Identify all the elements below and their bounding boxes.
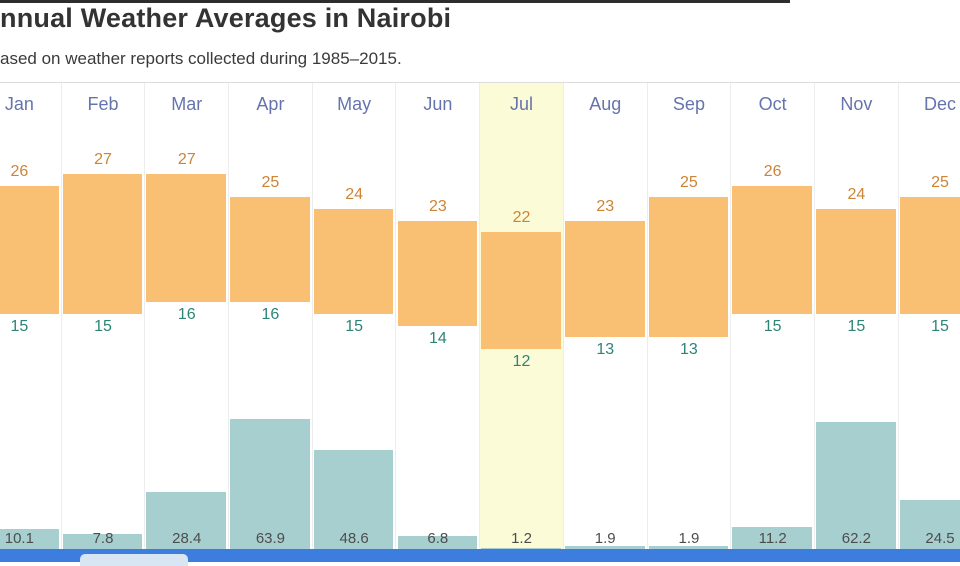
low-temp-label: 15 [345, 318, 364, 335]
precipitation-label: 1.9 [594, 530, 616, 547]
temperature-range-bar [899, 197, 960, 314]
high-temp-label: 22 [512, 209, 531, 226]
month-label: Sep [672, 94, 705, 114]
month-label: Dec [924, 94, 957, 114]
precipitation-label: 63.9 [255, 530, 286, 547]
high-temp-label: 23 [596, 198, 615, 215]
temperature-range-bar [313, 209, 394, 314]
low-temp-label: 16 [177, 306, 196, 323]
temperature-range-bar [732, 186, 812, 314]
month-label: Jan [4, 94, 34, 114]
page-title: nnual Weather Averages in Nairobi [0, 3, 452, 33]
month-label: Feb [87, 94, 119, 114]
precipitation-bar [62, 534, 143, 550]
month-column-oct[interactable]: Oct 26 15 11.2 [731, 83, 815, 550]
month-column-mar[interactable]: Mar 27 16 28.4 [145, 83, 230, 550]
month-column-jun[interactable]: Jun 23 14 6.8 [397, 83, 481, 550]
page-subtitle: ased on weather reports collected during… [0, 49, 402, 68]
high-temp-label: 24 [847, 186, 866, 203]
temperature-range-bar [0, 186, 59, 314]
precipitation-label: 7.8 [92, 530, 114, 547]
month-label: Jun [423, 94, 453, 114]
high-temp-label: 26 [10, 163, 29, 180]
precipitation-label: 1.2 [511, 530, 532, 547]
month-label: Nov [840, 94, 873, 114]
high-temp-label: 25 [261, 174, 280, 191]
high-temp-label: 25 [680, 174, 698, 191]
precipitation-label: 10.1 [4, 530, 34, 547]
precipitation-label: 1.9 [678, 530, 700, 547]
month-label: May [337, 94, 372, 114]
precipitation-bar [397, 536, 478, 550]
low-temp-label: 15 [10, 318, 29, 335]
month-label: Apr [256, 94, 285, 114]
month-column-feb[interactable]: Feb 27 15 7.8 [62, 83, 146, 550]
temperature-range-bar [62, 174, 143, 314]
precipitation-bar [146, 492, 227, 550]
month-column-sep[interactable]: Sep 25 13 1.9 [648, 83, 732, 550]
precipitation-bar [230, 419, 310, 550]
low-temp-label: 15 [847, 318, 866, 335]
temperature-range-bar [230, 197, 310, 302]
high-temp-label: 27 [94, 151, 112, 168]
high-temp-label: 24 [345, 186, 364, 203]
low-temp-label: 13 [596, 341, 615, 358]
bottom-bar [0, 549, 960, 566]
month-label: Aug [589, 94, 622, 114]
month-label: Oct [758, 94, 787, 114]
month-column-apr[interactable]: Apr 25 16 63.9 [229, 83, 313, 550]
low-temp-label: 15 [931, 318, 949, 335]
month-column-may[interactable]: May 24 15 48.6 [313, 83, 397, 550]
precipitation-label: 24.5 [925, 530, 955, 547]
precipitation-label: 48.6 [339, 530, 369, 547]
precipitation-label: 11.2 [758, 530, 787, 547]
precipitation-bar [564, 546, 645, 550]
precipitation-bar [732, 527, 812, 550]
precipitation-label: 6.8 [427, 530, 449, 547]
high-temp-label: 23 [428, 198, 447, 215]
low-temp-label: 15 [763, 318, 782, 335]
temperature-range-bar [146, 174, 227, 302]
precipitation-bar [899, 500, 960, 550]
precipitation-label: 62.2 [841, 530, 871, 547]
precipitation-bar [313, 450, 394, 550]
low-temp-label: 13 [680, 341, 698, 358]
precipitation-label: 28.4 [172, 530, 202, 547]
high-temp-label: 26 [763, 163, 782, 180]
precipitation-bar [816, 422, 896, 550]
bottom-bar-active-tab[interactable] [80, 554, 188, 566]
low-temp-label: 12 [512, 353, 531, 370]
climate-chart: Jan 26 15 10.1 Feb 27 15 7.8 Mar 27 16 28.4 Apr 25 16 6… [0, 82, 960, 550]
high-temp-label: 25 [931, 174, 949, 191]
top-border-rule [0, 0, 790, 3]
low-temp-label: 14 [428, 330, 447, 347]
month-column-dec[interactable]: Dec 25 15 24.5 [899, 83, 960, 550]
temperature-range-bar [397, 221, 478, 326]
precipitation-bar [648, 546, 729, 550]
low-temp-label: 15 [94, 318, 112, 335]
month-label: Mar [171, 94, 203, 114]
month-column-jul[interactable]: Jul 22 12 1.2 [480, 83, 564, 550]
month-column-jan[interactable]: Jan 26 15 10.1 [0, 83, 62, 550]
month-column-aug[interactable]: Aug 23 13 1.9 [564, 83, 648, 550]
temperature-range-bar [816, 209, 896, 314]
temperature-range-bar [481, 232, 561, 349]
high-temp-label: 27 [177, 151, 196, 168]
temperature-range-bar [648, 197, 729, 337]
temperature-range-bar [564, 221, 645, 337]
low-temp-label: 16 [261, 306, 280, 323]
precipitation-bar [0, 529, 59, 550]
month-column-nov[interactable]: Nov 24 15 62.2 [815, 83, 899, 550]
month-label: Jul [510, 94, 534, 114]
